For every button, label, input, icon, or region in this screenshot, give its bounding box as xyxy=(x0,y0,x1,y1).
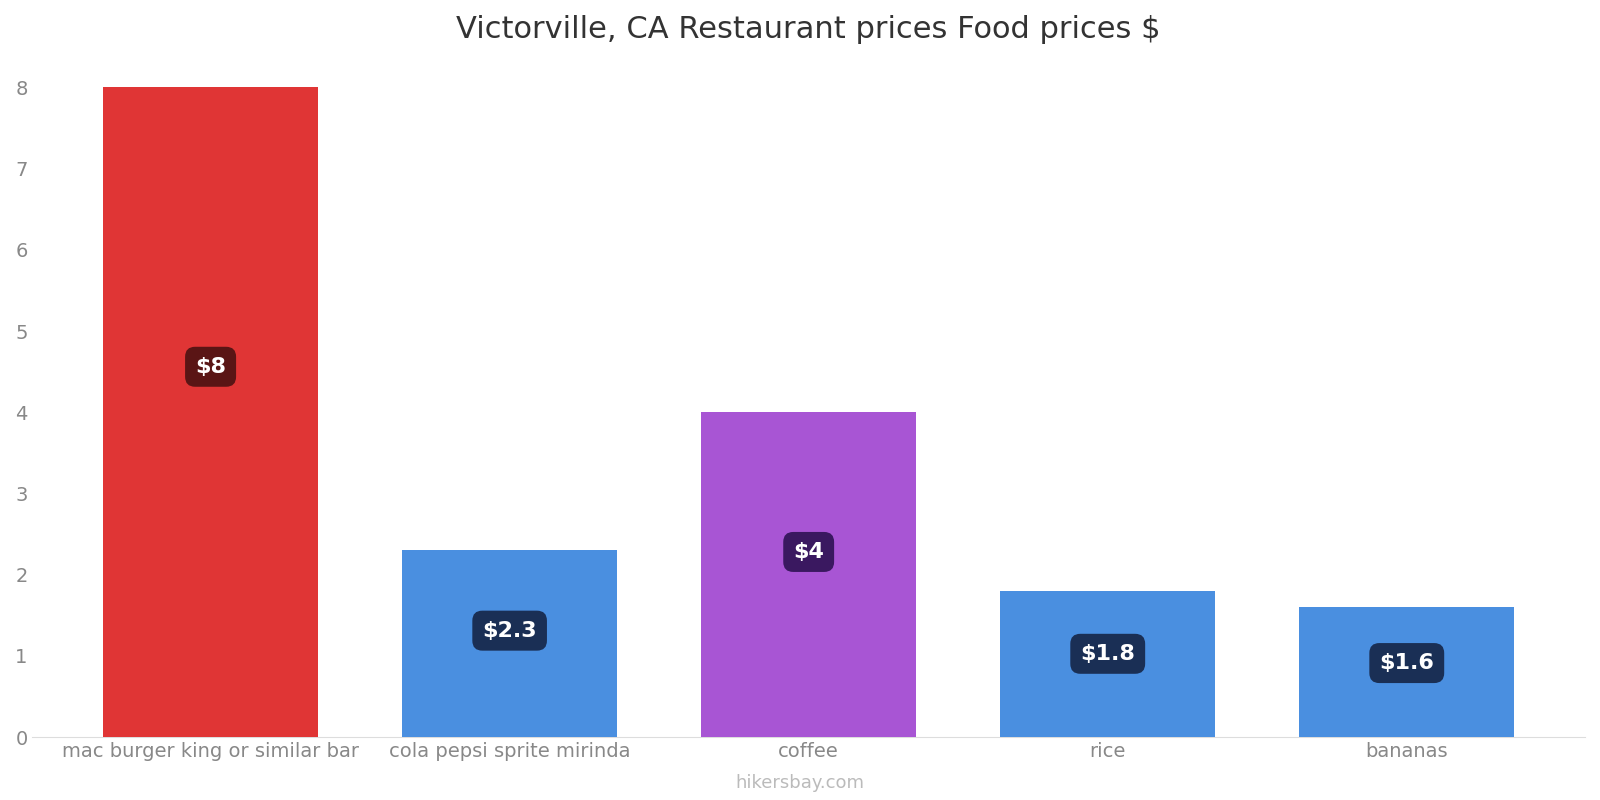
Text: hikersbay.com: hikersbay.com xyxy=(736,774,864,792)
Bar xyxy=(1299,607,1515,737)
Text: $1.8: $1.8 xyxy=(1080,644,1134,664)
Bar xyxy=(102,87,318,737)
Bar xyxy=(701,412,917,737)
Text: $4: $4 xyxy=(794,542,824,562)
Text: $8: $8 xyxy=(195,357,226,377)
Text: $2.3: $2.3 xyxy=(482,621,538,641)
Text: $1.6: $1.6 xyxy=(1379,653,1434,673)
Title: Victorville, CA Restaurant prices Food prices $: Victorville, CA Restaurant prices Food p… xyxy=(456,15,1162,44)
Bar xyxy=(1000,591,1216,737)
Bar xyxy=(402,550,618,737)
